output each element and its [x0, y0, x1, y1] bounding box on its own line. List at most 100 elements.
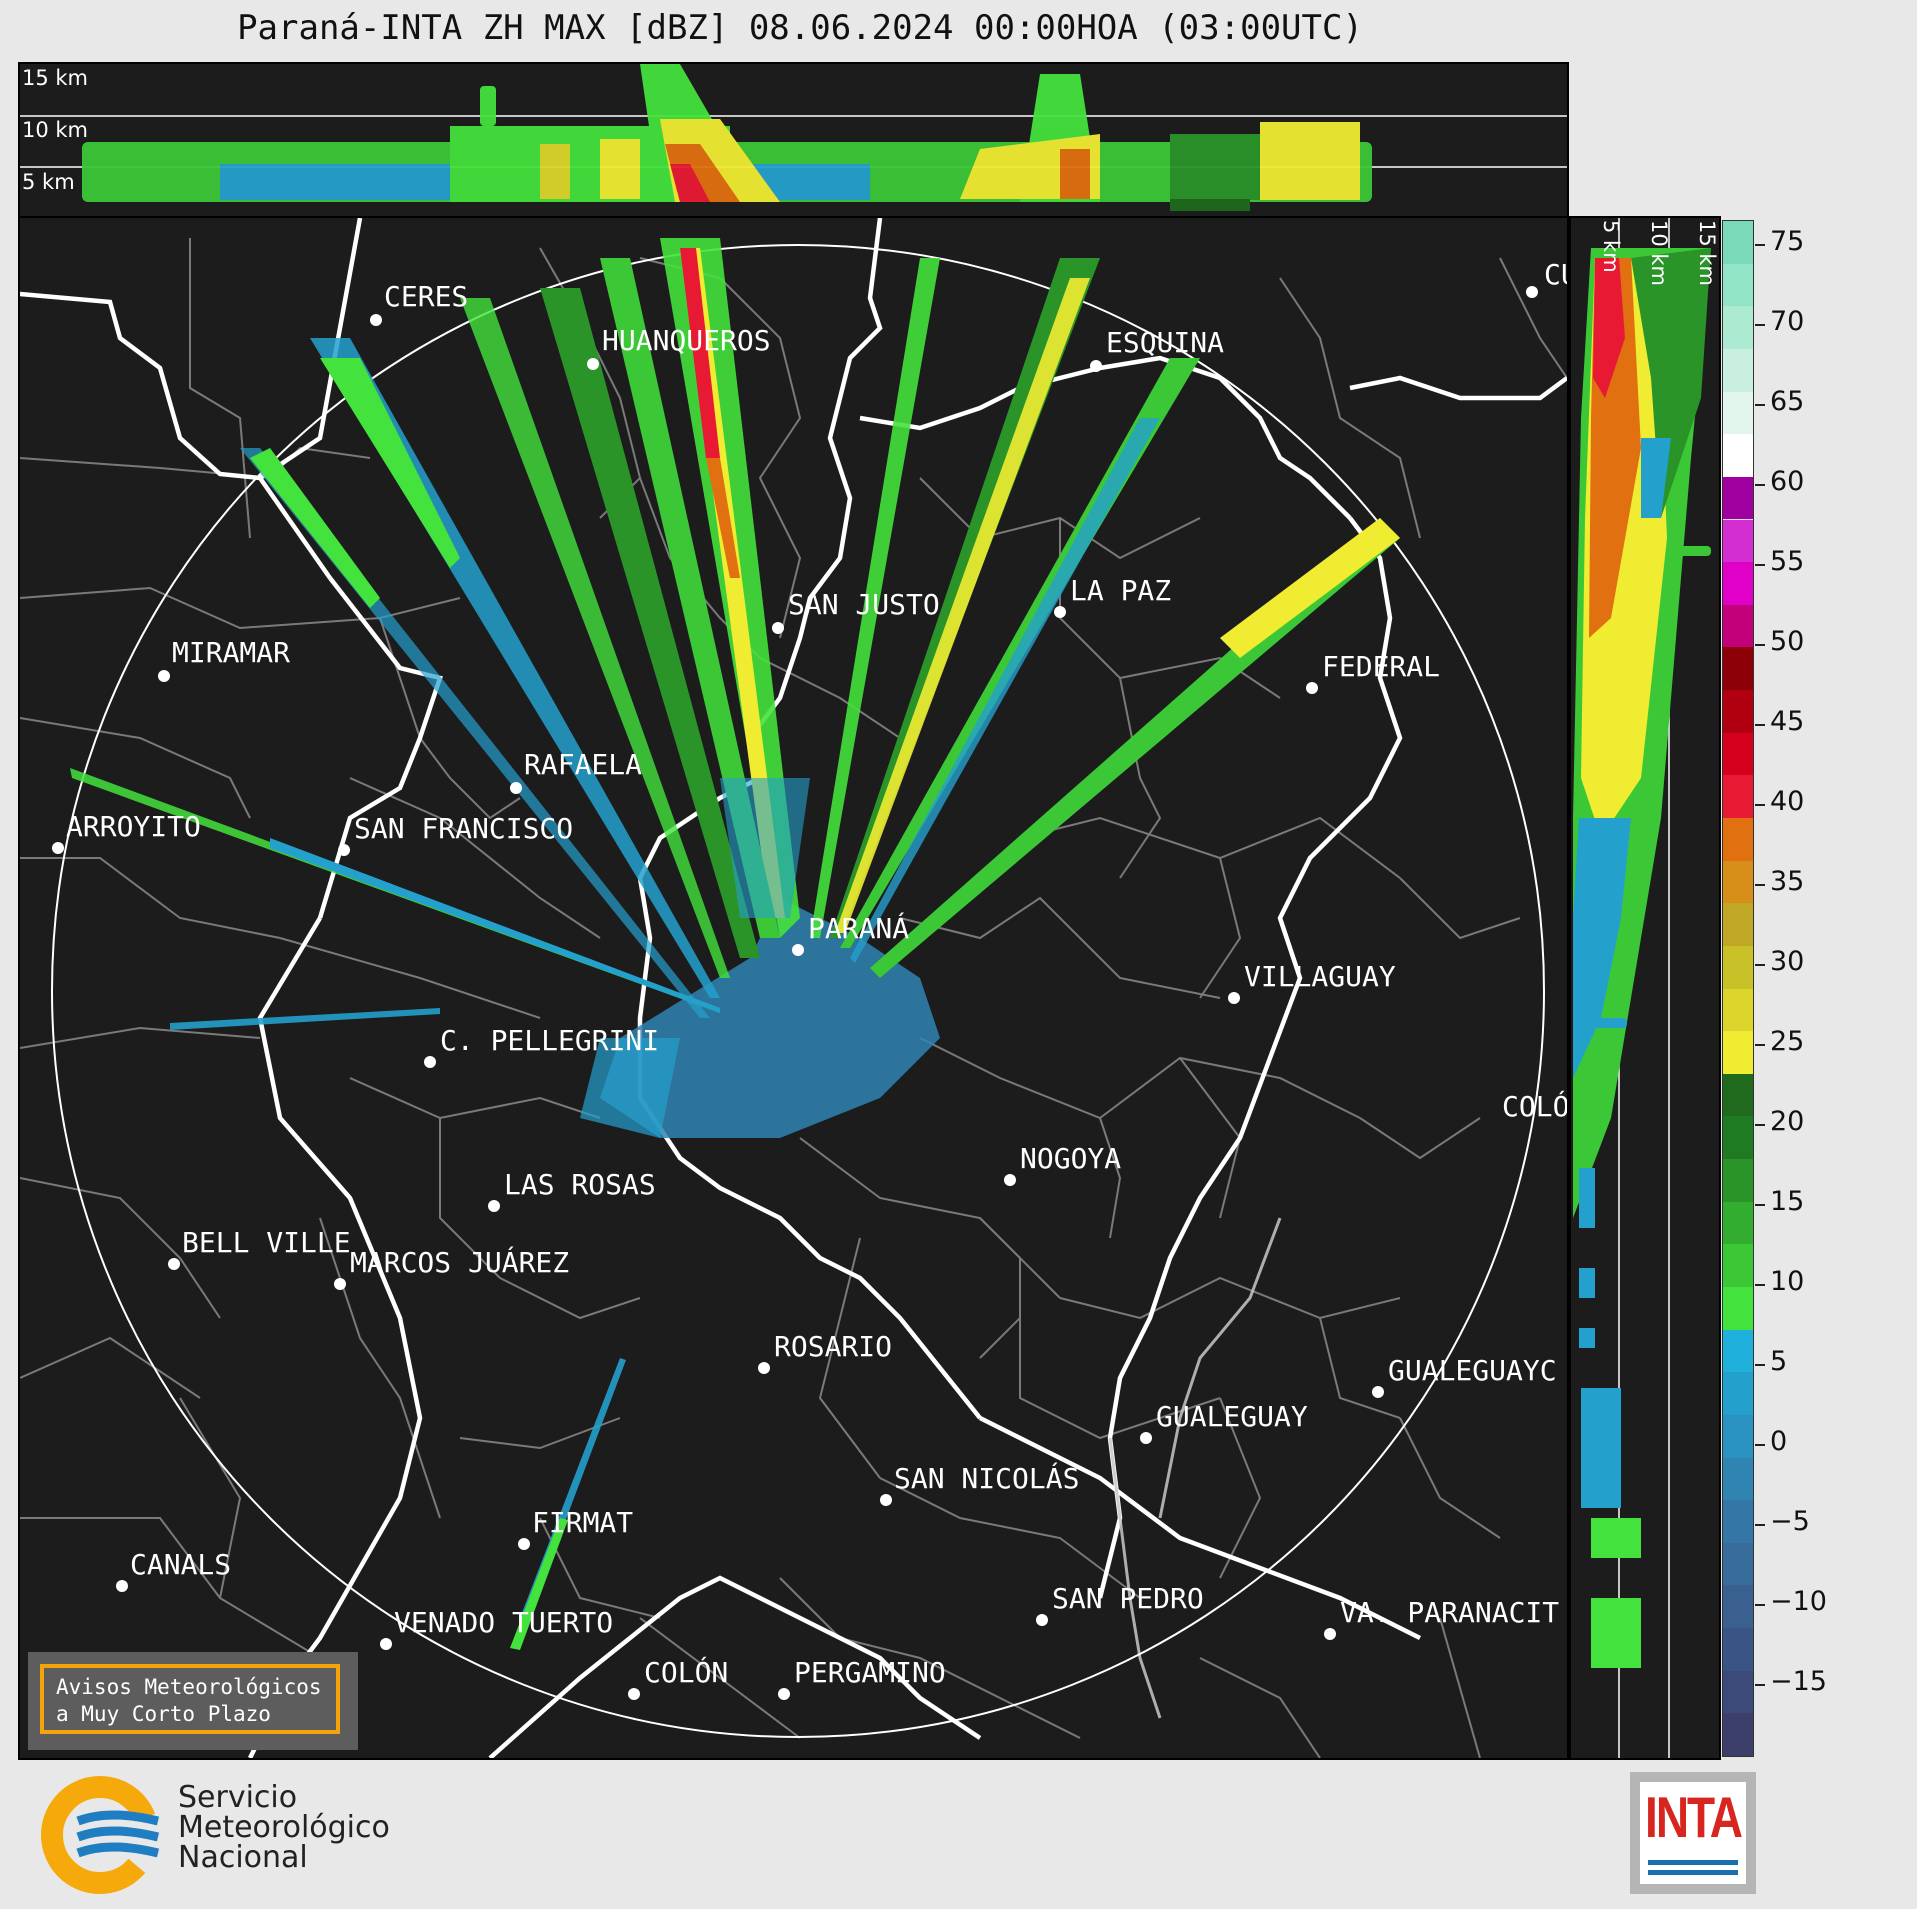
city-label-miramar: MIRAMAR [172, 636, 291, 669]
city-label-bell-ville: BELL VILLE [182, 1226, 351, 1259]
city-marker-las-rosas [488, 1200, 500, 1212]
colorbar-band [1723, 1670, 1753, 1714]
city-marker-esquina [1090, 360, 1102, 372]
city-label-marcos-juarez: MARCOS JUÁREZ [350, 1246, 570, 1279]
colorbar-band [1723, 519, 1753, 563]
city-label-colon: COLÓN [644, 1656, 729, 1689]
side-height-label-15km: 15 km [1695, 220, 1719, 287]
map-title: Paraná-INTA ZH MAX [dBZ] 08.06.2024 00:0… [237, 8, 1363, 48]
colorbar-tick-40: 40 [1770, 786, 1805, 817]
city-marker-san-francisco [338, 844, 350, 856]
colorbar-band [1723, 1159, 1753, 1202]
colorbar-tick-5: 5 [1770, 1346, 1788, 1377]
colorbar-band [1723, 263, 1753, 307]
city-label-nogoya: NOGOYA [1020, 1142, 1122, 1175]
colorbar-tick-minus15: −15 [1770, 1666, 1827, 1697]
colorbar-band [1723, 647, 1753, 691]
colorbar-band [1723, 1073, 1753, 1117]
colorbar-band [1723, 860, 1753, 904]
colorbar-band [1723, 1372, 1753, 1415]
city-marker-san-nicolas [880, 1494, 892, 1506]
city-label-rafaela: RAFAELA [524, 748, 643, 781]
colorbar-tick-25: 25 [1770, 1026, 1805, 1057]
city-label-venado-tuerto: VENADO TUERTO [394, 1606, 614, 1639]
colorbar-band [1723, 1713, 1753, 1756]
city-marker-ceres [370, 314, 382, 326]
colorbar-tick-15: 15 [1770, 1186, 1805, 1217]
colorbar-band [1723, 775, 1753, 818]
city-marker-parana [792, 944, 804, 956]
city-label-cu: CU [1544, 258, 1567, 291]
side-height-label-5km: 5 km [1599, 220, 1623, 273]
top-cross-section-panel: 15 km 10 km 5 km [18, 62, 1569, 218]
city-label-san-nicolas: SAN NICOLÁS [894, 1462, 1080, 1495]
city-label-san-justo: SAN JUSTO [788, 588, 940, 621]
city-label-canals: CANALS [130, 1548, 232, 1581]
colorbar-tick-20: 20 [1770, 1106, 1805, 1137]
colorbar-tick-65: 65 [1770, 386, 1805, 417]
colorbar-band [1723, 1031, 1753, 1074]
city-label-villaguay: VILLAGUAY [1244, 960, 1396, 993]
city-marker-canals [116, 1580, 128, 1592]
city-marker-miramar [158, 670, 170, 682]
colorbar-band [1723, 903, 1753, 946]
city-marker-pergamino [778, 1688, 790, 1700]
colorbar-band [1723, 732, 1753, 776]
smn-logo-icon [41, 1776, 160, 1894]
colorbar-band [1723, 221, 1753, 264]
colorbar-tick-10: 10 [1770, 1266, 1805, 1297]
city-marker-san-justo [772, 622, 784, 634]
colorbar-band [1723, 1287, 1753, 1330]
city-marker-firmat [518, 1538, 530, 1550]
inta-logo-text: INTA [1645, 1784, 1743, 1850]
city-marker-c-pellegrini [424, 1056, 436, 1068]
warnings-box[interactable]: Avisos Meteorológicos a Muy Corto Plazo [28, 1652, 358, 1750]
colorbar-band [1723, 1628, 1753, 1671]
city-marker-bell-ville [168, 1258, 180, 1270]
city-label-federal: FEDERAL [1322, 650, 1441, 683]
colorbar-band [1723, 476, 1753, 520]
top-height-label-15km: 15 km [22, 66, 89, 90]
city-label-va-paranacito: VA. PARANACIT [1340, 1596, 1560, 1629]
city-label-san-francisco: SAN FRANCISCO [354, 812, 574, 845]
river-lines [1108, 1217, 1282, 1719]
warnings-box-frame: Avisos Meteorológicos a Muy Corto Plazo [40, 1664, 340, 1734]
radar-echo-rays [70, 238, 1400, 1650]
warnings-line-2: a Muy Corto Plazo [56, 1702, 271, 1726]
radar-map-canvas [20, 218, 1567, 1758]
colorbar-tick-50: 50 [1770, 626, 1805, 657]
colorbar-tick-minus5: −5 [1770, 1506, 1810, 1537]
colorbar-tick-0: 0 [1770, 1426, 1788, 1457]
city-marker-cu [1526, 286, 1538, 298]
city-marker-marcos-juarez [334, 1278, 346, 1290]
city-label-ceres: CERES [384, 280, 469, 313]
city-marker-villaguay [1228, 992, 1240, 1004]
city-label-esquina: ESQUINA [1106, 326, 1225, 359]
colorbar-band [1723, 562, 1753, 605]
city-label-pergamino: PERGAMINO [794, 1656, 946, 1689]
city-label-san-pedro: SAN PEDRO [1052, 1582, 1204, 1615]
colorbar-tick-35: 35 [1770, 866, 1805, 897]
city-label-firmat: FIRMAT [532, 1506, 634, 1539]
colorbar-band [1723, 817, 1753, 861]
city-marker-huanqueros [587, 358, 599, 370]
radar-map-panel: CERES HUANQUEROS ESQUINA CU LA PAZ SAN J… [18, 216, 1569, 1760]
city-label-c-pellegrini: C. PELLEGRINI [440, 1024, 660, 1057]
colorbar-band [1723, 1329, 1753, 1373]
colorbar-band [1723, 1457, 1753, 1501]
city-label-arroyito: ARROYITO [66, 810, 201, 843]
colorbar-band [1723, 690, 1753, 733]
city-marker-san-pedro [1036, 1614, 1048, 1626]
city-label-colo: COLÓ [1502, 1090, 1569, 1123]
inta-logo: INTA [1630, 1772, 1756, 1894]
colorbar-tick-60: 60 [1770, 466, 1805, 497]
city-marker-va-paranacito [1324, 1628, 1336, 1640]
city-label-gualeguayc: GUALEGUAYC [1388, 1354, 1557, 1387]
city-marker-nogoya [1004, 1174, 1016, 1186]
smn-logo-line-2: Meteorológico [178, 1810, 390, 1845]
city-marker-arroyito [52, 842, 64, 854]
colorbar-band [1723, 945, 1753, 989]
top-height-label-10km: 10 km [22, 118, 89, 142]
city-label-rosario: ROSARIO [774, 1330, 893, 1363]
city-marker-rafaela [510, 782, 522, 794]
